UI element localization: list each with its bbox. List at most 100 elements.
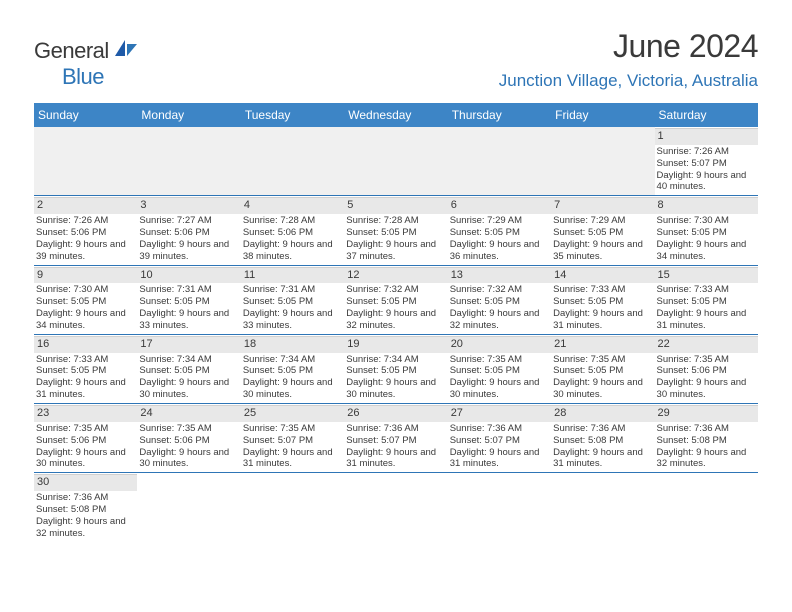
day-number: 2: [34, 197, 137, 214]
sunrise-line: Sunrise: 7:27 AM: [139, 215, 238, 227]
title-block: June 2024 Junction Village, Victoria, Au…: [499, 28, 758, 91]
empty-cell: [241, 127, 344, 195]
day-cell: 17Sunrise: 7:34 AMSunset: 5:05 PMDayligh…: [137, 335, 240, 403]
logo: General Blue: [34, 38, 139, 90]
sunrise-line: Sunrise: 7:33 AM: [36, 354, 135, 366]
week-row: 9Sunrise: 7:30 AMSunset: 5:05 PMDaylight…: [34, 266, 758, 335]
day-header-sun: Sunday: [34, 103, 137, 127]
daylight-line: Daylight: 9 hours and 31 minutes.: [657, 308, 756, 332]
day-cell: 6Sunrise: 7:29 AMSunset: 5:05 PMDaylight…: [448, 196, 551, 264]
day-number: 20: [448, 336, 551, 353]
day-cell: 2Sunrise: 7:26 AMSunset: 5:06 PMDaylight…: [34, 196, 137, 264]
sunset-line: Sunset: 5:05 PM: [346, 365, 445, 377]
daylight-line: Daylight: 9 hours and 30 minutes.: [657, 377, 756, 401]
day-number: 6: [448, 197, 551, 214]
sunrise-line: Sunrise: 7:36 AM: [450, 423, 549, 435]
week-row: 23Sunrise: 7:35 AMSunset: 5:06 PMDayligh…: [34, 404, 758, 473]
sunset-line: Sunset: 5:05 PM: [450, 365, 549, 377]
empty-cell: [655, 473, 758, 541]
day-number: 24: [137, 405, 240, 422]
empty-cell: [344, 127, 447, 195]
empty-cell: [241, 473, 344, 541]
location: Junction Village, Victoria, Australia: [499, 71, 758, 91]
day-cell: 20Sunrise: 7:35 AMSunset: 5:05 PMDayligh…: [448, 335, 551, 403]
calendar-grid: Sunday Monday Tuesday Wednesday Thursday…: [34, 103, 758, 542]
sunrise-line: Sunrise: 7:31 AM: [243, 284, 342, 296]
day-cell: 9Sunrise: 7:30 AMSunset: 5:05 PMDaylight…: [34, 266, 137, 334]
day-header-sat: Saturday: [655, 103, 758, 127]
day-number: 5: [344, 197, 447, 214]
daylight-line: Daylight: 9 hours and 32 minutes.: [450, 308, 549, 332]
sunset-line: Sunset: 5:06 PM: [139, 435, 238, 447]
sunset-line: Sunset: 5:05 PM: [657, 296, 756, 308]
sunset-line: Sunset: 5:05 PM: [346, 296, 445, 308]
sunrise-line: Sunrise: 7:34 AM: [139, 354, 238, 366]
day-number: 26: [344, 405, 447, 422]
day-cell: 5Sunrise: 7:28 AMSunset: 5:05 PMDaylight…: [344, 196, 447, 264]
day-cell: 3Sunrise: 7:27 AMSunset: 5:06 PMDaylight…: [137, 196, 240, 264]
weeks-container: 1Sunrise: 7:26 AMSunset: 5:07 PMDaylight…: [34, 127, 758, 542]
day-number: 16: [34, 336, 137, 353]
sunrise-line: Sunrise: 7:29 AM: [450, 215, 549, 227]
day-number: 15: [655, 267, 758, 284]
daylight-line: Daylight: 9 hours and 31 minutes.: [243, 447, 342, 471]
day-number: 10: [137, 267, 240, 284]
daylight-line: Daylight: 9 hours and 30 minutes.: [36, 447, 135, 471]
sunset-line: Sunset: 5:05 PM: [346, 227, 445, 239]
day-number: 11: [241, 267, 344, 284]
week-row: 2Sunrise: 7:26 AMSunset: 5:06 PMDaylight…: [34, 196, 758, 265]
sunrise-line: Sunrise: 7:36 AM: [36, 492, 135, 504]
empty-cell: [448, 473, 551, 541]
sunrise-line: Sunrise: 7:35 AM: [450, 354, 549, 366]
daylight-line: Daylight: 9 hours and 35 minutes.: [553, 239, 652, 263]
logo-general: General: [34, 38, 109, 63]
daylight-line: Daylight: 9 hours and 30 minutes.: [346, 377, 445, 401]
daylight-line: Daylight: 9 hours and 39 minutes.: [139, 239, 238, 263]
logo-blue: Blue: [62, 64, 104, 89]
sunset-line: Sunset: 5:05 PM: [657, 227, 756, 239]
daylight-line: Daylight: 9 hours and 36 minutes.: [450, 239, 549, 263]
daylight-line: Daylight: 9 hours and 30 minutes.: [450, 377, 549, 401]
day-header-wed: Wednesday: [344, 103, 447, 127]
sunset-line: Sunset: 5:05 PM: [243, 365, 342, 377]
sunset-line: Sunset: 5:06 PM: [139, 227, 238, 239]
daylight-line: Daylight: 9 hours and 31 minutes.: [346, 447, 445, 471]
daylight-line: Daylight: 9 hours and 38 minutes.: [243, 239, 342, 263]
day-number: 9: [34, 267, 137, 284]
day-cell: 4Sunrise: 7:28 AMSunset: 5:06 PMDaylight…: [241, 196, 344, 264]
empty-cell: [551, 473, 654, 541]
sunrise-line: Sunrise: 7:33 AM: [657, 284, 756, 296]
daylight-line: Daylight: 9 hours and 32 minutes.: [657, 447, 756, 471]
sail-icon: [113, 38, 139, 63]
header-row: General Blue June 2024 Junction Village,…: [34, 28, 758, 91]
day-number: 30: [34, 474, 137, 491]
day-number: 21: [551, 336, 654, 353]
sunset-line: Sunset: 5:06 PM: [243, 227, 342, 239]
empty-cell: [34, 127, 137, 195]
sunset-line: Sunset: 5:06 PM: [36, 435, 135, 447]
day-header-mon: Monday: [137, 103, 240, 127]
sunrise-line: Sunrise: 7:28 AM: [243, 215, 342, 227]
empty-cell: [137, 473, 240, 541]
day-number: 28: [551, 405, 654, 422]
sunset-line: Sunset: 5:05 PM: [139, 365, 238, 377]
daylight-line: Daylight: 9 hours and 30 minutes.: [139, 447, 238, 471]
daylight-line: Daylight: 9 hours and 30 minutes.: [139, 377, 238, 401]
day-cell: 7Sunrise: 7:29 AMSunset: 5:05 PMDaylight…: [551, 196, 654, 264]
sunrise-line: Sunrise: 7:36 AM: [346, 423, 445, 435]
daylight-line: Daylight: 9 hours and 30 minutes.: [243, 377, 342, 401]
sunset-line: Sunset: 5:07 PM: [450, 435, 549, 447]
day-number: 18: [241, 336, 344, 353]
sunset-line: Sunset: 5:05 PM: [450, 296, 549, 308]
sunset-line: Sunset: 5:07 PM: [657, 158, 756, 170]
daylight-line: Daylight: 9 hours and 32 minutes.: [346, 308, 445, 332]
day-number: 4: [241, 197, 344, 214]
day-number: 19: [344, 336, 447, 353]
day-header-thu: Thursday: [448, 103, 551, 127]
day-cell: 10Sunrise: 7:31 AMSunset: 5:05 PMDayligh…: [137, 266, 240, 334]
sunset-line: Sunset: 5:05 PM: [553, 296, 652, 308]
day-cell: 27Sunrise: 7:36 AMSunset: 5:07 PMDayligh…: [448, 404, 551, 472]
sunrise-line: Sunrise: 7:36 AM: [553, 423, 652, 435]
sunset-line: Sunset: 5:05 PM: [450, 227, 549, 239]
sunrise-line: Sunrise: 7:35 AM: [243, 423, 342, 435]
